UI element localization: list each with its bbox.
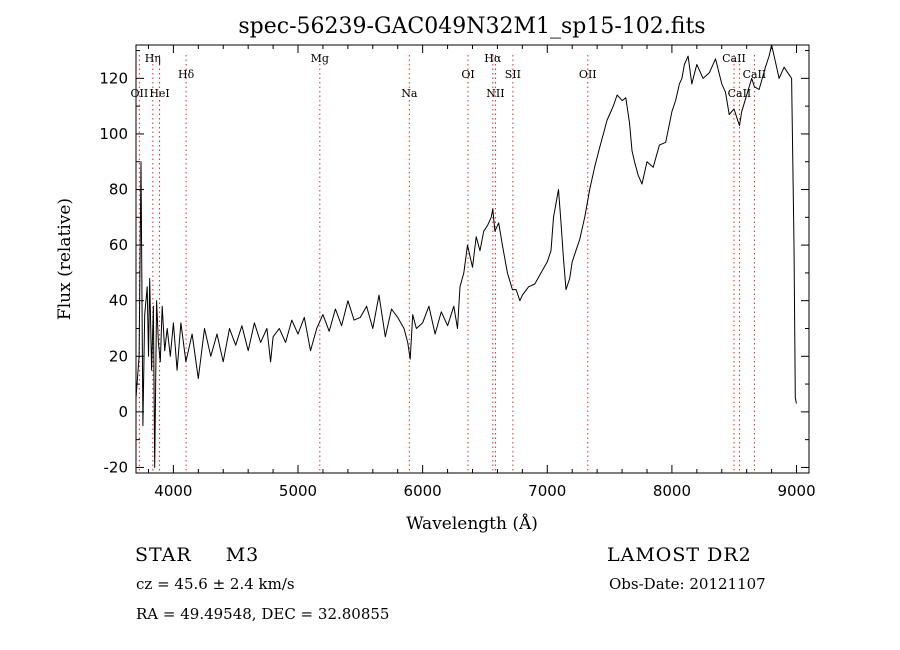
y-tick-label-2: 20 — [109, 347, 128, 365]
x-tick-label-1: 5000 — [279, 482, 317, 500]
line-label-8: NII — [486, 87, 504, 100]
chart-title: spec-56239-GAC049N32M1_sp15-102.fits — [238, 14, 705, 39]
line-label-4: Mg — [311, 52, 329, 65]
y-tick-label-7: 120 — [99, 69, 128, 87]
plot-frame — [135, 44, 810, 474]
line-label-10: OII — [579, 68, 597, 81]
y-tick-label-4: 60 — [109, 236, 128, 254]
x-tick-label-3: 7000 — [528, 482, 566, 500]
line-label-5: Na — [401, 87, 418, 100]
line-label-7: Hα — [484, 52, 502, 65]
x-tick-label-0: 4000 — [154, 482, 192, 500]
line-label-11: CaII — [722, 52, 746, 65]
line-label-3: Hδ — [178, 68, 195, 81]
y-axis-label: Flux (relative) — [55, 198, 75, 320]
x-tick-label-4: 8000 — [653, 482, 691, 500]
y-tick-label-1: 0 — [118, 403, 128, 421]
redshift-info: cz = 45.6 ± 2.4 km/s — [136, 575, 295, 593]
object-class: STAR — [135, 544, 192, 566]
line-label-6: OI — [461, 68, 474, 81]
x-tick-label-2: 6000 — [404, 482, 442, 500]
line-label-1: OII — [131, 87, 149, 100]
y-tick-label-5: 80 — [109, 181, 128, 199]
spectrum-series-0 — [135, 44, 797, 468]
obs-date: Obs-Date: 20121107 — [609, 575, 766, 593]
line-label-13: CaII — [743, 68, 767, 81]
survey-name: LAMOST DR2 — [607, 544, 752, 566]
line-label-2: HeI — [149, 87, 169, 100]
line-label-0: Hη — [145, 52, 161, 65]
line-label-12: CaII — [728, 87, 752, 100]
y-tick-label-3: 40 — [109, 292, 128, 310]
x-axis-label: Wavelength (Å) — [406, 513, 538, 534]
object-subclass: M3 — [225, 544, 260, 566]
x-tick-label-5: 9000 — [777, 482, 815, 500]
y-tick-label-6: 100 — [99, 125, 128, 143]
coordinates: RA = 49.49548, DEC = 32.80855 — [136, 605, 390, 623]
line-label-9: SII — [505, 68, 521, 81]
y-tick-label-0: -20 — [104, 458, 129, 476]
